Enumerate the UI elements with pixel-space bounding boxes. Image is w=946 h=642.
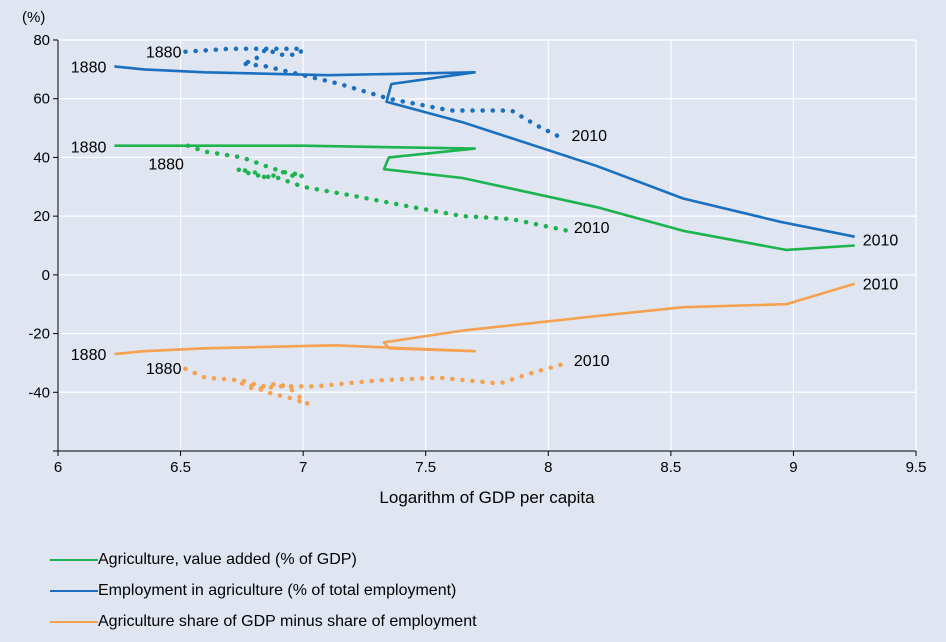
legend-label: Agriculture share of GDP minus share of … [98, 612, 477, 630]
y-axis-label: (%) [22, 9, 45, 26]
tick-labels: 80 60 40 20 0 -20 -40 6 6.5 7 7.5 8 8.5 9 9.5 [28, 32, 926, 476]
x-tick-label: 9 [789, 459, 797, 476]
y-tick-label: 20 [33, 208, 50, 225]
year-annotation: 1880 [146, 45, 182, 62]
series-line-1 [114, 65, 855, 238]
legend-swatch-green [50, 558, 98, 561]
x-tick-label: 7.5 [415, 459, 436, 476]
grid [53, 39, 917, 456]
year-annotation: 1880 [146, 361, 182, 378]
legend-item-agri-value-added: Agriculture, value added (% of GDP) [50, 544, 477, 575]
y-tick-label: 40 [33, 149, 50, 166]
legend-item-share-diff: Agriculture share of GDP minus share of … [50, 606, 477, 637]
series-line-0 [114, 144, 855, 252]
year-annotation: 2010 [863, 277, 899, 294]
annotations: 1880 1880 2010 1880 1880 2010 2010 2010 1880 1880… [71, 45, 899, 378]
x-tick-label: 7 [299, 459, 307, 476]
series-lines [114, 46, 856, 407]
year-annotation: 2010 [574, 220, 610, 237]
legend-swatch-orange [50, 620, 98, 623]
legend-label: Employment in agriculture (% of total em… [98, 581, 457, 599]
series-line-4 [185, 143, 571, 234]
year-annotation: 1880 [71, 347, 107, 364]
series-line-2 [114, 282, 856, 356]
legend-swatch-blue [50, 589, 98, 592]
year-annotation: 2010 [574, 353, 610, 370]
y-tick-label: 60 [33, 91, 50, 108]
year-annotation: 1880 [71, 59, 107, 76]
legend-item-employment: Employment in agriculture (% of total em… [50, 575, 477, 606]
legend-label: Agriculture, value added (% of GDP) [98, 550, 357, 568]
year-annotation: 2010 [863, 233, 899, 250]
series-line-5 [183, 360, 571, 407]
legend: Agriculture, value added (% of GDP) Empl… [50, 544, 477, 637]
plot-area [57, 39, 917, 452]
y-tick-label: 80 [33, 32, 50, 49]
x-tick-label: 8 [544, 459, 552, 476]
x-tick-label: 9.5 [906, 459, 927, 476]
y-tick-label: -40 [28, 384, 50, 401]
x-tick-label: 6.5 [170, 459, 191, 476]
x-axis-label: Logarithm of GDP per capita [379, 488, 595, 507]
y-tick-label: -20 [28, 326, 50, 343]
year-annotation: 1880 [71, 140, 107, 157]
y-tick-label: 0 [42, 267, 50, 284]
year-annotation: 2010 [571, 128, 607, 145]
year-annotation: 1880 [148, 157, 184, 174]
x-tick-label: 8.5 [660, 459, 681, 476]
series-line-3 [183, 46, 568, 143]
x-tick-label: 6 [54, 459, 62, 476]
